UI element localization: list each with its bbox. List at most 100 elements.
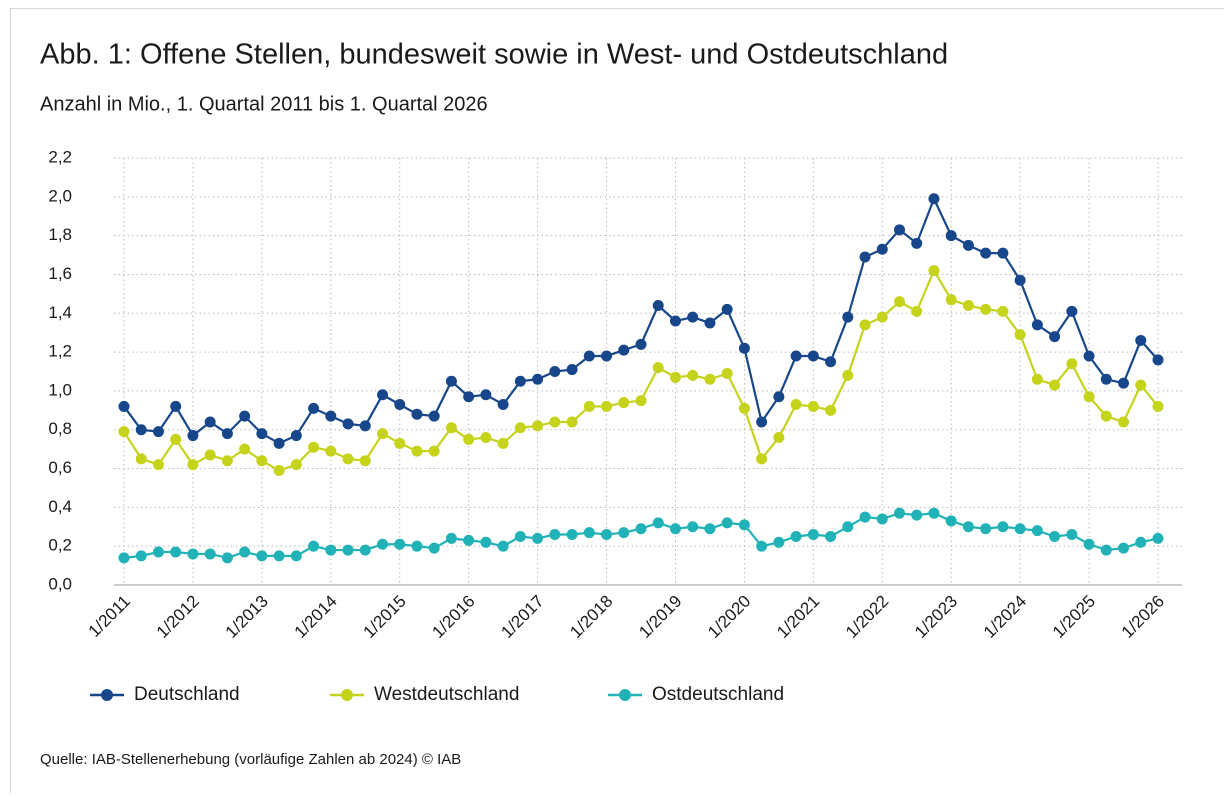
data-point — [773, 432, 784, 443]
data-point — [928, 265, 939, 276]
data-point — [704, 374, 715, 385]
data-point — [291, 459, 302, 470]
data-point — [1135, 537, 1146, 548]
data-point — [1118, 416, 1129, 427]
data-point — [980, 304, 991, 315]
data-point — [636, 395, 647, 406]
data-point — [687, 521, 698, 532]
data-point — [411, 541, 422, 552]
data-point — [1049, 531, 1060, 542]
data-point — [1118, 543, 1129, 554]
y-tick-label: 0,2 — [48, 536, 72, 555]
legend-label: Ostdeutschland — [652, 684, 784, 705]
data-point — [1101, 545, 1112, 556]
data-point — [963, 240, 974, 251]
data-point — [636, 339, 647, 350]
data-point — [343, 418, 354, 429]
data-point — [894, 224, 905, 235]
data-point — [911, 306, 922, 317]
data-point — [825, 405, 836, 416]
data-point — [808, 529, 819, 540]
data-point — [325, 446, 336, 457]
data-point — [170, 547, 181, 558]
data-point — [360, 420, 371, 431]
data-point — [773, 537, 784, 548]
data-point — [429, 543, 440, 554]
data-point — [446, 533, 457, 544]
data-point — [704, 317, 715, 328]
data-point — [1066, 358, 1077, 369]
data-point — [1084, 539, 1095, 550]
data-point — [1153, 533, 1164, 544]
data-point — [618, 527, 629, 538]
legend-marker — [341, 689, 353, 701]
data-point — [1084, 391, 1095, 402]
data-point — [480, 389, 491, 400]
data-point — [411, 409, 422, 420]
data-point — [980, 523, 991, 534]
legend-label: Deutschland — [134, 684, 240, 705]
data-point — [343, 453, 354, 464]
data-point — [670, 523, 681, 534]
data-point — [119, 552, 130, 563]
data-point — [618, 345, 629, 356]
data-point — [1153, 401, 1164, 412]
data-point — [239, 411, 250, 422]
data-point — [515, 531, 526, 542]
data-point — [722, 304, 733, 315]
data-point — [498, 541, 509, 552]
data-point — [911, 510, 922, 521]
data-point — [532, 533, 543, 544]
data-point — [894, 296, 905, 307]
data-point — [1032, 525, 1043, 536]
data-point — [1101, 374, 1112, 385]
legend-marker — [619, 689, 631, 701]
data-point — [463, 535, 474, 546]
data-point — [739, 519, 750, 530]
data-point — [377, 428, 388, 439]
data-point — [756, 453, 767, 464]
data-point — [756, 416, 767, 427]
data-point — [325, 545, 336, 556]
data-point — [808, 401, 819, 412]
data-point — [567, 364, 578, 375]
y-tick-label: 1,6 — [48, 264, 72, 283]
data-point — [446, 422, 457, 433]
data-point — [187, 459, 198, 470]
data-point — [756, 541, 767, 552]
data-point — [170, 434, 181, 445]
data-point — [704, 523, 715, 534]
legend-label: Westdeutschland — [374, 684, 519, 705]
data-point — [549, 416, 560, 427]
data-point — [1049, 380, 1060, 391]
data-point — [722, 517, 733, 528]
data-point — [222, 552, 233, 563]
data-point — [928, 193, 939, 204]
data-point — [1032, 319, 1043, 330]
data-point — [187, 548, 198, 559]
y-tick-label: 1,8 — [48, 225, 72, 244]
data-point — [429, 411, 440, 422]
y-tick-label: 1,2 — [48, 342, 72, 361]
data-point — [584, 401, 595, 412]
y-tick-label: 0,8 — [48, 419, 72, 438]
data-point — [997, 306, 1008, 317]
data-point — [308, 541, 319, 552]
data-point — [325, 411, 336, 422]
data-point — [308, 442, 319, 453]
data-point — [739, 343, 750, 354]
data-point — [946, 294, 957, 305]
data-point — [170, 401, 181, 412]
data-point — [532, 374, 543, 385]
data-point — [187, 430, 198, 441]
data-point — [601, 529, 612, 540]
data-point — [670, 372, 681, 383]
data-point — [653, 300, 664, 311]
y-tick-label: 1,4 — [48, 303, 72, 322]
data-point — [670, 316, 681, 327]
data-point — [997, 521, 1008, 532]
data-point — [119, 401, 130, 412]
data-point — [274, 465, 285, 476]
data-point — [842, 521, 853, 532]
data-point — [567, 529, 578, 540]
